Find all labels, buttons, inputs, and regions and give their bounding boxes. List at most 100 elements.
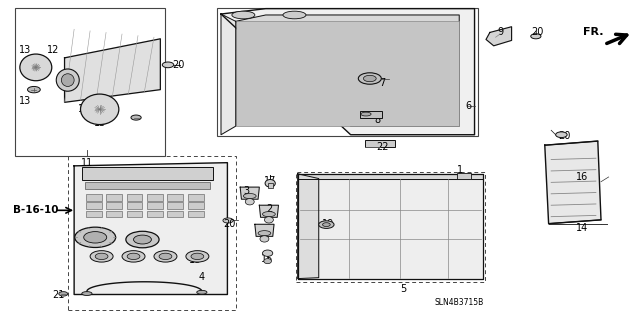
Polygon shape	[255, 224, 274, 236]
Polygon shape	[65, 39, 161, 102]
Polygon shape	[221, 9, 474, 135]
Text: 12: 12	[77, 104, 90, 114]
Ellipse shape	[264, 217, 273, 223]
Ellipse shape	[191, 253, 204, 260]
Text: 19: 19	[321, 219, 334, 229]
Bar	[168, 211, 183, 217]
Ellipse shape	[95, 253, 108, 260]
Ellipse shape	[159, 253, 172, 260]
Bar	[236, 21, 460, 126]
Bar	[188, 195, 204, 201]
Ellipse shape	[262, 250, 273, 256]
Ellipse shape	[556, 132, 567, 137]
Ellipse shape	[75, 227, 116, 248]
Text: B-16-10: B-16-10	[13, 205, 59, 215]
Bar	[83, 167, 213, 180]
Bar	[86, 195, 102, 201]
Bar	[268, 183, 273, 188]
Bar	[188, 202, 204, 209]
Text: SLN4B3715B: SLN4B3715B	[435, 298, 484, 307]
Bar	[15, 8, 166, 156]
Bar	[85, 182, 209, 189]
Ellipse shape	[122, 251, 145, 262]
Bar	[106, 202, 122, 209]
Bar	[365, 140, 396, 147]
Polygon shape	[545, 141, 601, 224]
Text: 20: 20	[172, 60, 184, 70]
Bar	[458, 173, 471, 179]
Text: 17: 17	[264, 176, 276, 186]
Bar	[296, 172, 484, 282]
Polygon shape	[240, 187, 259, 199]
Ellipse shape	[232, 11, 255, 19]
Bar	[68, 156, 236, 310]
Text: 2: 2	[266, 204, 272, 214]
Text: 8: 8	[374, 115, 381, 125]
Text: 16: 16	[576, 172, 588, 182]
Polygon shape	[236, 15, 460, 126]
Bar	[86, 211, 102, 217]
Text: 7: 7	[380, 78, 386, 88]
Bar	[168, 195, 183, 201]
Text: 13: 13	[19, 45, 31, 55]
Text: 12: 12	[47, 45, 60, 55]
Ellipse shape	[127, 253, 140, 260]
Text: 4: 4	[199, 272, 205, 282]
Ellipse shape	[82, 292, 92, 295]
Text: 13: 13	[19, 96, 31, 106]
Text: 20: 20	[558, 131, 570, 141]
Text: 9: 9	[497, 27, 503, 37]
Ellipse shape	[283, 11, 306, 19]
Bar	[106, 195, 122, 201]
Text: 14: 14	[576, 223, 588, 233]
Ellipse shape	[245, 198, 254, 205]
Bar	[127, 211, 143, 217]
Bar	[168, 202, 183, 209]
Ellipse shape	[154, 251, 177, 262]
Bar	[127, 202, 143, 209]
Ellipse shape	[90, 251, 113, 262]
Bar	[147, 202, 163, 209]
Polygon shape	[259, 205, 278, 217]
Bar	[147, 211, 163, 217]
Polygon shape	[486, 27, 511, 46]
Bar	[188, 211, 204, 217]
Ellipse shape	[134, 235, 152, 244]
Ellipse shape	[186, 251, 209, 262]
Text: 15: 15	[262, 254, 274, 263]
Bar	[127, 195, 143, 201]
Text: 18: 18	[189, 255, 202, 264]
Bar	[147, 195, 163, 201]
Ellipse shape	[358, 73, 381, 84]
Ellipse shape	[59, 292, 68, 296]
Text: 20: 20	[531, 27, 543, 37]
Ellipse shape	[260, 236, 269, 242]
Ellipse shape	[131, 115, 141, 120]
Text: 21: 21	[52, 290, 65, 300]
Text: 22: 22	[376, 142, 389, 152]
Ellipse shape	[262, 211, 275, 217]
Polygon shape	[298, 174, 483, 179]
Ellipse shape	[196, 290, 207, 294]
Ellipse shape	[319, 221, 334, 228]
Text: 3: 3	[243, 186, 250, 196]
Bar	[360, 111, 382, 118]
Ellipse shape	[20, 54, 52, 81]
Bar	[86, 202, 102, 209]
Ellipse shape	[61, 74, 74, 86]
Ellipse shape	[364, 75, 376, 82]
Ellipse shape	[126, 231, 159, 248]
Ellipse shape	[323, 223, 330, 226]
Bar	[106, 211, 122, 217]
Text: 5: 5	[400, 284, 406, 294]
Ellipse shape	[56, 69, 79, 91]
Ellipse shape	[163, 62, 173, 68]
Ellipse shape	[81, 94, 119, 124]
Polygon shape	[74, 163, 227, 294]
Ellipse shape	[361, 112, 371, 116]
Ellipse shape	[531, 34, 541, 39]
Text: 20: 20	[223, 219, 236, 229]
Text: 13: 13	[93, 118, 106, 128]
Ellipse shape	[258, 231, 271, 236]
Polygon shape	[221, 14, 236, 135]
